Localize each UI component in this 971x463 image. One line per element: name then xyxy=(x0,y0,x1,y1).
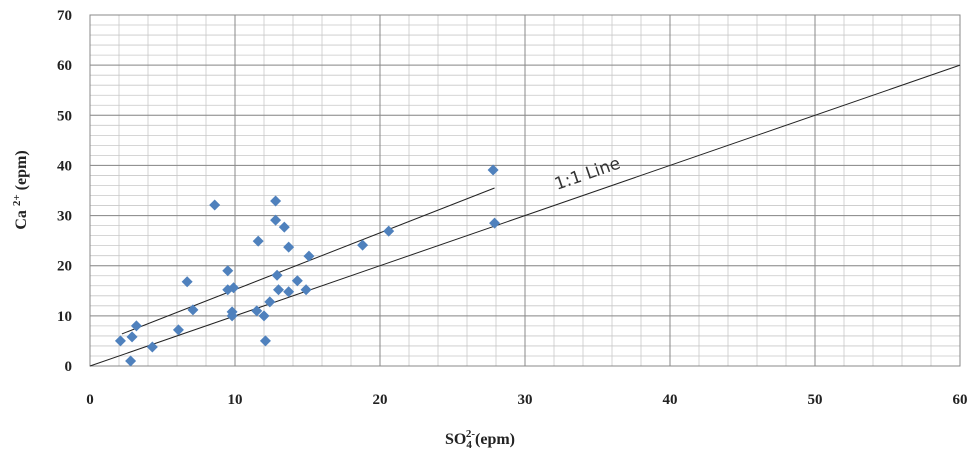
data-point xyxy=(273,284,284,296)
x-axis-title: SO42-(epm) xyxy=(445,428,515,451)
y-axis-title: Ca 2+ (epm) xyxy=(11,150,30,229)
x-tick-label: 40 xyxy=(663,392,678,408)
x-title-sub: 4 xyxy=(466,439,472,451)
y-title-base: Ca xyxy=(13,210,30,230)
data-point xyxy=(126,331,138,343)
y-tick-label: 10 xyxy=(57,309,72,325)
data-point xyxy=(222,265,234,277)
data-point xyxy=(228,282,240,294)
data-point xyxy=(303,250,315,262)
y-tick-label: 0 xyxy=(65,359,73,375)
data-point xyxy=(291,275,303,287)
data-point xyxy=(209,199,221,211)
data-point xyxy=(270,214,282,226)
data-point xyxy=(487,164,499,176)
y-tick-label: 40 xyxy=(57,158,72,174)
y-tick-label: 50 xyxy=(57,108,72,124)
x-tick-label: 60 xyxy=(953,392,968,408)
y-title-unit: (epm) xyxy=(13,150,30,190)
data-point xyxy=(146,341,158,353)
data-point xyxy=(278,221,290,233)
data-point xyxy=(383,225,395,237)
y-tick-label: 30 xyxy=(57,209,72,225)
data-point xyxy=(259,335,271,347)
x-tick-label: 30 xyxy=(518,392,533,408)
data-point xyxy=(300,284,312,296)
data-point xyxy=(283,286,295,298)
data-point xyxy=(252,235,264,247)
y-tick-label: 20 xyxy=(57,259,72,275)
y-title-sup: 2+ xyxy=(11,194,23,206)
y-tick-label: 60 xyxy=(57,58,72,74)
data-point xyxy=(187,304,199,316)
x-tick-label: 20 xyxy=(373,392,388,408)
data-point xyxy=(270,195,282,207)
data-point xyxy=(283,241,295,253)
data-point xyxy=(357,239,369,251)
data-point xyxy=(114,335,126,347)
x-title-base: SO xyxy=(445,431,466,448)
x-tick-label: 50 xyxy=(808,392,823,408)
y-tick-label: 70 xyxy=(57,8,72,24)
data-point xyxy=(181,276,193,288)
data-point xyxy=(172,324,184,336)
data-point xyxy=(271,269,283,281)
x-tick-label: 0 xyxy=(86,392,94,408)
data-point xyxy=(125,355,137,367)
x-title-sup: 2- xyxy=(466,428,476,440)
data-point xyxy=(264,296,276,308)
data-point xyxy=(489,217,501,229)
x-tick-label: 10 xyxy=(228,392,243,408)
data-point xyxy=(258,310,270,322)
data-point xyxy=(251,305,263,317)
data-point xyxy=(130,320,142,332)
x-title-unit: (epm) xyxy=(475,431,515,448)
data-point xyxy=(226,310,238,322)
